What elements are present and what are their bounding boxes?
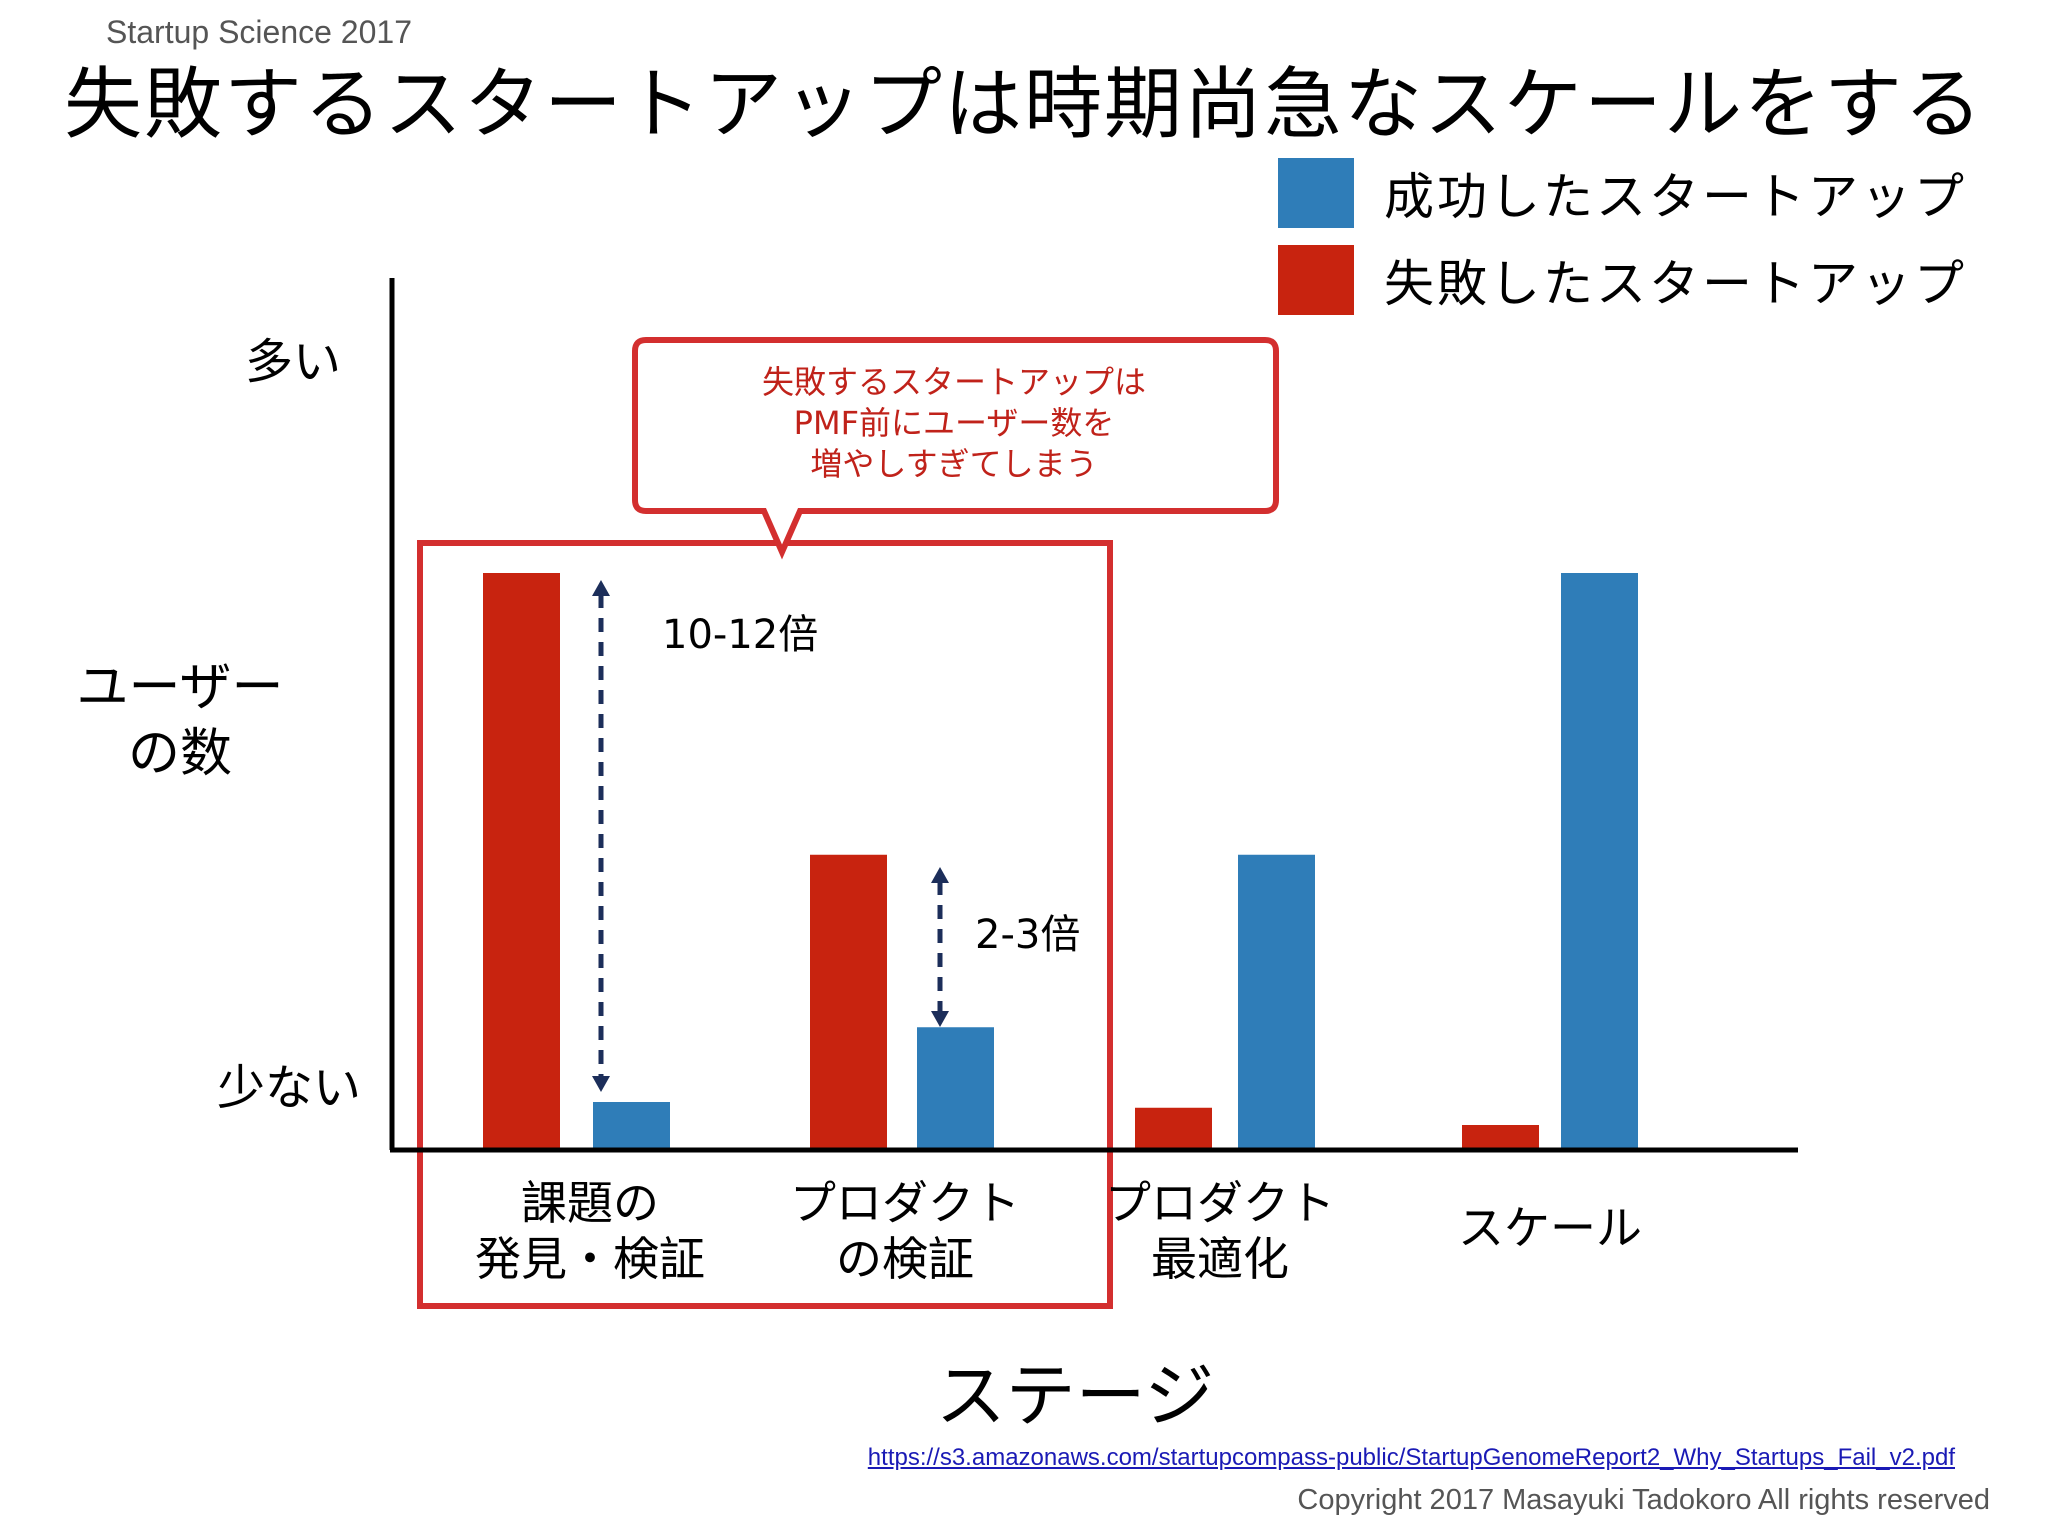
- callout-text: 失敗するスタートアップは PMF前にユーザー数を 増やしすぎてしまう: [761, 363, 1146, 483]
- axes-layer: [389, 278, 1798, 1153]
- bars-layer: [483, 573, 1638, 1148]
- bar-failure-2: [1135, 1107, 1212, 1148]
- x-tick-label-scale: スケール: [1458, 1201, 1642, 1255]
- bar-failure-3: [1462, 1125, 1539, 1148]
- bar-success-3: [1561, 573, 1638, 1148]
- ratio-arrow-head-bottom-2: [931, 1011, 949, 1027]
- legend-label-failure: 失敗したスタートアップ: [1384, 255, 1967, 313]
- highlight-frame: [417, 540, 1113, 1309]
- x-axis-title: ステージ: [935, 1355, 1215, 1437]
- y-tick-label-high: 多い: [245, 334, 342, 390]
- callout-bubble: [632, 337, 1279, 560]
- copyright-text: Copyright 2017 Masayuki Tadokoro All rig…: [1297, 1484, 1990, 1516]
- ratio-arrow-head-top-2: [931, 867, 949, 883]
- arrows-layer: [592, 580, 949, 1092]
- series-label: Startup Science 2017: [106, 14, 412, 50]
- legend-swatch-success: [1278, 158, 1354, 228]
- slide-title: 失敗するスタートアップは時期尚急なスケールをする: [63, 60, 1984, 150]
- legend-swatch-failure: [1278, 245, 1354, 315]
- x-tick-label-problem: 課題の 発見・検証: [475, 1176, 705, 1286]
- ratio-arrow-head-top-1: [592, 580, 610, 596]
- frames-layer: [417, 337, 1279, 1309]
- legend-item-success: 成功したスタートアップ: [1278, 158, 1967, 228]
- bar-success-2: [1238, 854, 1315, 1148]
- legend-item-failure: 失敗したスタートアップ: [1278, 245, 1967, 315]
- bar-success-0: [593, 1102, 670, 1148]
- bar-failure-0: [483, 573, 560, 1148]
- y-axis-title: ユーザー の数: [76, 658, 284, 784]
- ratio-annotation-1: 10-12倍: [662, 612, 819, 658]
- bar-failure-1: [810, 854, 887, 1148]
- y-tick-label-low: 少ない: [217, 1060, 362, 1116]
- legend-label-success: 成功したスタートアップ: [1384, 168, 1967, 226]
- ratio-arrow-head-bottom-1: [592, 1076, 610, 1092]
- ratio-annotation-2: 2-3倍: [975, 912, 1081, 958]
- source-link[interactable]: https://s3.amazonaws.com/startupcompass-…: [867, 1444, 1955, 1471]
- x-tick-label-product-validation: プロダクト の検証: [790, 1176, 1020, 1286]
- bar-success-1: [917, 1027, 994, 1148]
- x-tick-label-product-optimization: プロダクト 最適化: [1105, 1176, 1335, 1286]
